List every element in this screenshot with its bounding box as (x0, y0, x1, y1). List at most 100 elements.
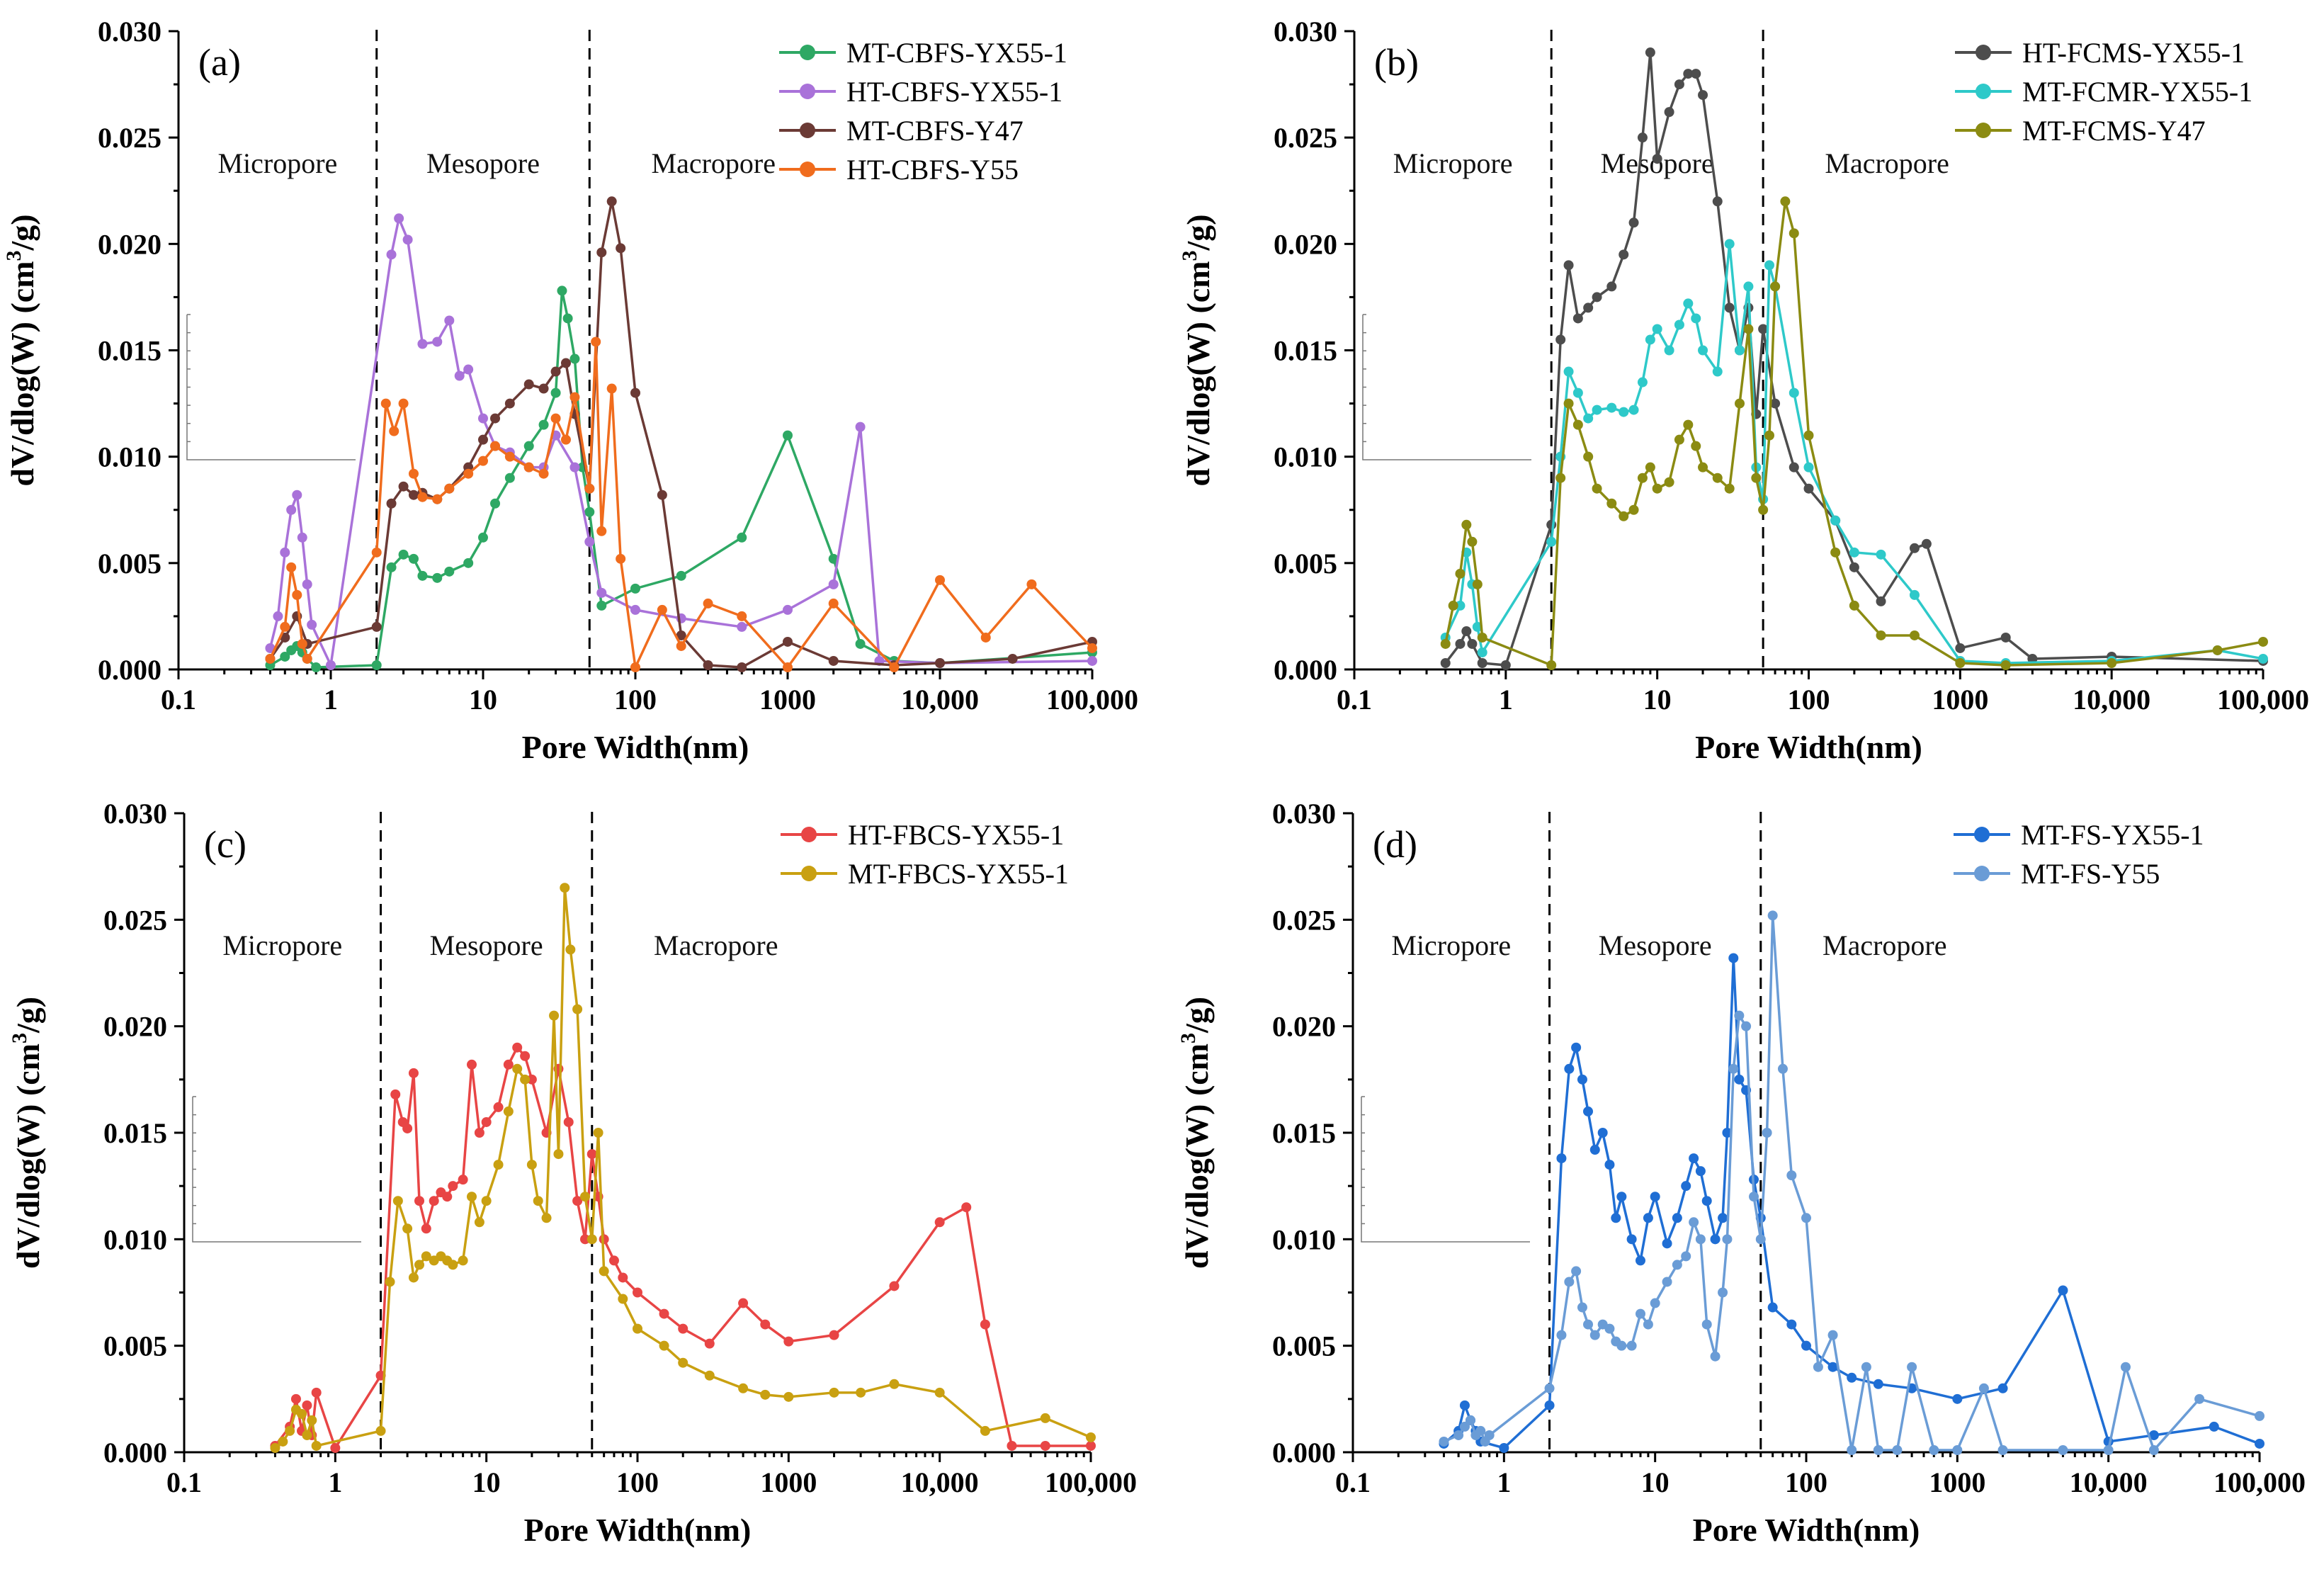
x-tick-label: 1 (328, 1466, 342, 1498)
legend: HT-FCMS-YX55-1 MT-FCMR-YX55-1 MT-FCMS-Y47 (1955, 37, 2252, 147)
data-point (1577, 1074, 1587, 1085)
data-point (1662, 1277, 1672, 1287)
series-line (1444, 200, 2264, 667)
data-point (633, 1323, 642, 1334)
series-line (269, 289, 1093, 669)
data-point (1571, 1266, 1582, 1277)
data-point (2103, 1444, 2114, 1455)
inset-frame (1361, 1097, 1530, 1243)
data-point (2255, 1410, 2265, 1421)
data-point (1086, 1440, 1096, 1451)
data-point (1674, 434, 1684, 445)
data-point (572, 1004, 583, 1014)
data-point (1929, 1444, 1939, 1455)
data-point (1628, 405, 1639, 415)
data-point (1764, 430, 1774, 441)
y-tick-label: 0.010 (98, 441, 161, 473)
data-point (550, 366, 561, 377)
data-point (1683, 419, 1694, 430)
data-point (286, 504, 297, 515)
data-point (676, 630, 686, 640)
data-point (596, 526, 607, 536)
data-point (616, 243, 626, 254)
data-point (1546, 660, 1557, 670)
y-tick-label: 0.005 (1274, 548, 1337, 579)
x-tick-label: 1000 (760, 1466, 817, 1498)
data-point (783, 636, 793, 647)
data-point (1749, 1192, 1759, 1202)
series-line (274, 1046, 1091, 1449)
data-point (630, 604, 640, 615)
data-point (444, 483, 455, 494)
data-point (606, 196, 617, 207)
series-MT-FBCS-YX55-1 (270, 883, 1096, 1453)
y-tick-label: 0.025 (1272, 904, 1336, 936)
data-point (1718, 1213, 1728, 1223)
data-point (703, 660, 713, 670)
data-point (1997, 1444, 2008, 1455)
data-point (855, 422, 866, 432)
data-point (704, 1338, 715, 1349)
data-point (599, 1266, 609, 1277)
legend-swatch-marker (1976, 45, 1991, 60)
data-point (783, 430, 793, 441)
data-point (1955, 643, 1966, 653)
data-point (478, 456, 488, 466)
data-point (297, 1408, 307, 1419)
data-point (1564, 1063, 1575, 1074)
data-point (1556, 1330, 1567, 1340)
legend: HT-FBCS-YX55-1 MT-FBCS-YX55-1 (781, 819, 1069, 890)
data-point (1789, 228, 1799, 239)
data-point (273, 611, 283, 621)
data-point (760, 1319, 771, 1330)
data-point (1777, 1063, 1788, 1074)
y-tick-label: 0.030 (1274, 16, 1337, 47)
data-point (408, 1068, 419, 1078)
data-point (533, 1196, 543, 1206)
data-point (738, 1383, 749, 1393)
data-point (1847, 1444, 1857, 1455)
data-point (474, 1217, 484, 1228)
macropore-label: Macropore (1825, 147, 1949, 179)
x-tick-label: 1 (1499, 684, 1513, 715)
data-point (1786, 1170, 1797, 1181)
data-point (1635, 1255, 1645, 1266)
data-point (704, 1370, 715, 1381)
data-point (630, 387, 640, 398)
data-point (398, 481, 409, 492)
data-point (1803, 430, 1814, 441)
axis-frame (1351, 813, 2260, 1454)
y-tick-label: 0.015 (98, 335, 161, 367)
legend-label: MT-FCMS-Y47 (2022, 115, 2206, 147)
mesopore-label: Mesopore (1599, 929, 1712, 961)
data-point (1563, 260, 1574, 271)
x-tick-label: 10 (469, 684, 497, 715)
data-point (1683, 69, 1694, 79)
data-point (538, 468, 549, 479)
data-point (1572, 419, 1583, 430)
data-point (1876, 596, 1886, 606)
data-point (783, 662, 793, 672)
data-point (1619, 407, 1629, 417)
data-point (1087, 655, 1097, 666)
legend: MT-FS-YX55-1 MT-FS-Y55 (1954, 819, 2204, 890)
data-point (265, 653, 276, 664)
data-point (307, 1415, 317, 1425)
data-point (1712, 473, 1723, 483)
data-point (408, 468, 419, 479)
data-point (935, 575, 945, 585)
y-tick-label: 0.015 (1274, 335, 1337, 367)
legend-swatch-marker (800, 162, 815, 177)
y-tick-label: 0.030 (98, 16, 161, 47)
data-point (311, 1440, 322, 1451)
data-point (1555, 334, 1566, 345)
y-tick-label: 0.025 (103, 904, 167, 936)
y-tick-label: 0.005 (98, 548, 161, 579)
data-point (1743, 281, 1754, 292)
data-point (855, 638, 866, 649)
data-point (504, 451, 515, 462)
data-point (311, 1387, 322, 1398)
data-point (1652, 154, 1662, 164)
legend-swatch-marker (800, 123, 815, 138)
